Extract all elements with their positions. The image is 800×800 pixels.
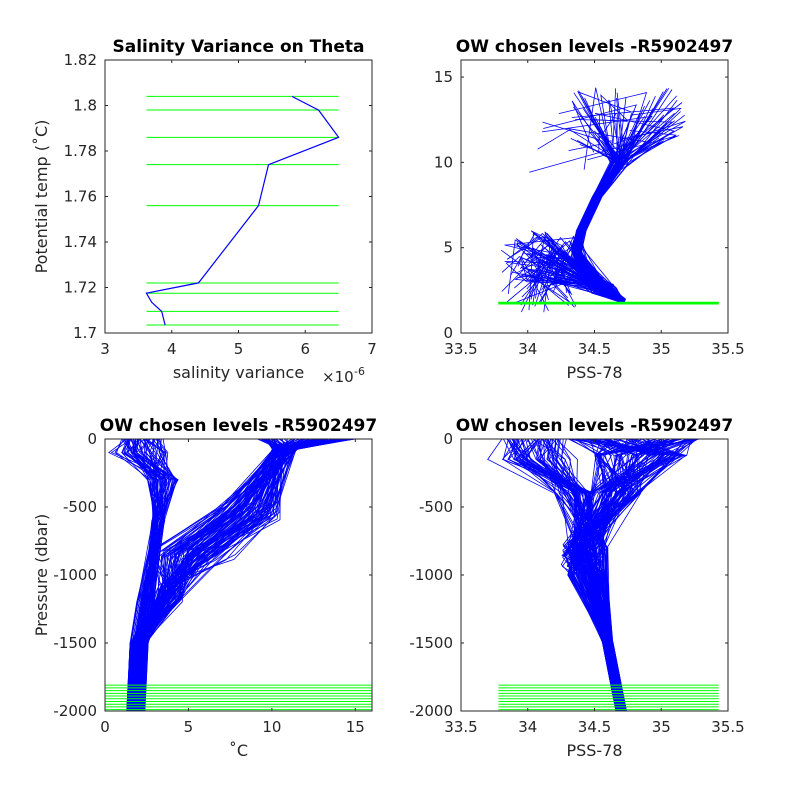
y-tick-label: -1000 <box>53 566 97 584</box>
y-tick-label: 0 <box>443 430 453 448</box>
y-tick-label: 15 <box>434 68 453 86</box>
sal-profile <box>506 439 627 711</box>
profiles <box>108 439 356 711</box>
temp-profile <box>123 439 179 711</box>
y-axis-label: Pressure (dbar) <box>32 514 51 637</box>
y-tick-label: 1.72 <box>64 279 97 297</box>
chosen-levels <box>146 95 339 326</box>
temp-profile <box>130 439 342 711</box>
x-tick-label: 35 <box>652 718 671 736</box>
sal-profile <box>586 439 663 711</box>
temp-profile <box>136 439 179 711</box>
temp-profile <box>137 439 296 711</box>
y-tick-label: -1500 <box>53 634 97 652</box>
ts-profile <box>578 120 686 302</box>
temp-profile <box>134 439 178 711</box>
x-tick-label: 34.5 <box>578 340 611 358</box>
y-tick-label: -500 <box>63 498 97 516</box>
subplot-4: 33.5 34 34.5 35 35.5 -2000 -1500 -1000 -500 0OW c… <box>409 416 744 760</box>
x-tick-label: 34 <box>518 340 537 358</box>
x-exponent: ×10 <box>322 368 354 386</box>
x-tick-label: 35 <box>652 340 671 358</box>
x-tick-label: 15 <box>346 718 365 736</box>
temp-profile <box>110 439 177 711</box>
subplot-1: 3 4 5 6 7 1.7 1.72 1.74 1.76 1.78 1.8 1.82 Salinity … <box>32 37 377 386</box>
y-tick-label: 0 <box>443 324 453 342</box>
temp-profile <box>133 439 351 711</box>
y-tick-label: 1.8 <box>73 97 97 115</box>
temp-profile <box>116 439 162 711</box>
x-tick-label: 0 <box>100 718 110 736</box>
ts-profile <box>543 104 637 304</box>
y-tick-label: 1.76 <box>64 188 97 206</box>
sal-profile <box>514 439 618 711</box>
ts-profile <box>575 132 626 303</box>
x-tick-label: 4 <box>167 340 177 358</box>
temp-profile <box>126 439 308 711</box>
sal-profile <box>586 439 697 711</box>
x-tick-label: 6 <box>300 340 310 358</box>
ts-profile <box>520 254 626 313</box>
subplot-title: OW chosen levels -R5902497 <box>456 416 733 436</box>
y-axis-label: Potential temp (˚C) <box>32 120 51 274</box>
x-tick-label: 35.5 <box>711 718 744 736</box>
x-tick-label: 33.5 <box>444 718 477 736</box>
temp-profile <box>135 439 297 711</box>
x-tick-label: 10 <box>262 718 281 736</box>
x-axis-label: PSS-78 <box>566 741 622 760</box>
temp-profile <box>127 439 173 711</box>
sal-profile <box>561 439 661 711</box>
ts-profile <box>577 140 664 302</box>
y-tick-label: 10 <box>434 153 453 171</box>
profiles <box>487 439 701 711</box>
x-axis-label: salinity variance <box>173 363 304 382</box>
x-tick-label: 7 <box>367 340 377 358</box>
y-tick-label: 0 <box>87 430 97 448</box>
y-tick-label: -2000 <box>53 702 97 720</box>
temp-profile <box>131 439 288 711</box>
sal-profile <box>556 439 619 711</box>
ts-profile <box>570 138 626 302</box>
y-tick-label: 1.82 <box>64 51 97 69</box>
x-axis-label: ˚C <box>229 741 248 760</box>
subplot-title: OW chosen levels -R5902497 <box>456 37 733 57</box>
chosen-levels <box>105 684 372 711</box>
y-tick-label: -2000 <box>409 702 453 720</box>
y-tick-label: 1.74 <box>64 233 97 251</box>
sal-profile <box>572 439 677 711</box>
sal-profile <box>573 439 701 711</box>
axes-box <box>104 59 373 334</box>
y-tick-label: 1.7 <box>73 324 97 342</box>
chosen-levels <box>498 301 719 305</box>
subplot-title: Salinity Variance on Theta <box>113 37 365 57</box>
y-tick-label: 1.78 <box>64 142 97 160</box>
x-tick-label: 33.5 <box>444 340 477 358</box>
variance-line <box>145 95 340 326</box>
temp-profile <box>133 439 163 711</box>
x-exponent-power: -6 <box>354 365 365 378</box>
y-tick-label: -1500 <box>409 634 453 652</box>
x-tick-label: 34.5 <box>578 718 611 736</box>
x-tick-label: 5 <box>234 340 244 358</box>
sal-profile <box>543 439 617 711</box>
chosen-levels <box>498 684 719 711</box>
sal-profile <box>507 439 625 711</box>
x-tick-label: 34 <box>518 718 537 736</box>
x-tick-label: 5 <box>184 718 194 736</box>
x-tick-label: 3 <box>100 340 110 358</box>
y-tick-label: -500 <box>419 498 453 516</box>
y-tick-label: -1000 <box>409 566 453 584</box>
profiles <box>500 87 686 313</box>
x-axis-label: PSS-78 <box>566 363 622 382</box>
x-tick-label: 35.5 <box>711 340 744 358</box>
subplot-title: OW chosen levels -R5902497 <box>100 416 377 436</box>
y-tick-label: 5 <box>443 239 453 257</box>
